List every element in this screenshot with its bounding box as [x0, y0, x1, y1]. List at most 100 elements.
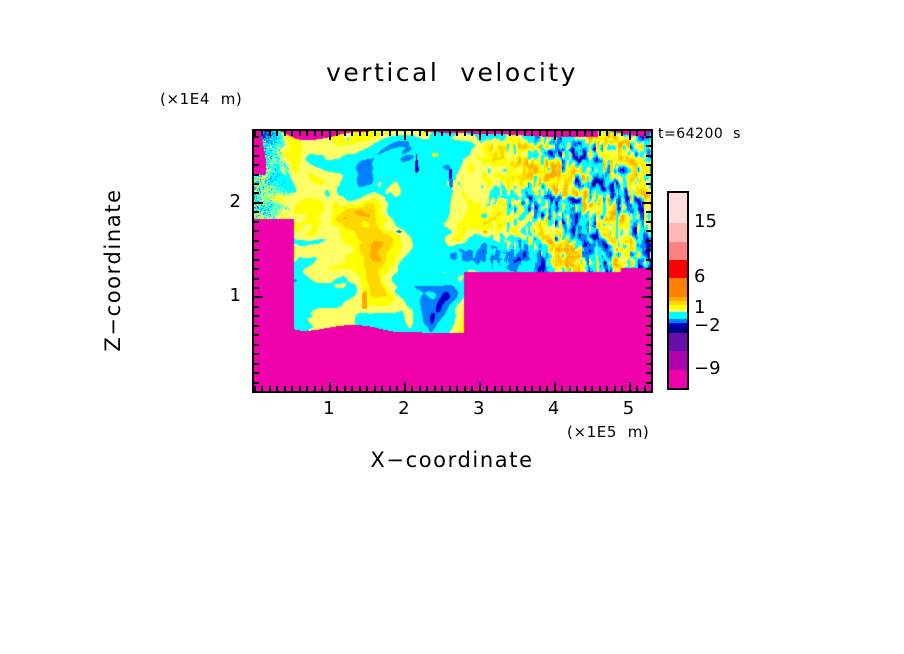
time-annotation: t=64200 s: [658, 126, 741, 142]
axis-tick: [254, 372, 259, 374]
axis-tick: [569, 386, 571, 391]
axis-tick: [554, 131, 556, 140]
axis-tick: [651, 386, 653, 391]
axis-tick: [254, 145, 259, 147]
axis-tick: [539, 131, 541, 136]
colorbar-tick-label: 15: [694, 211, 717, 233]
axis-tick: [471, 131, 473, 136]
axis-tick: [646, 192, 651, 194]
axis-tick: [441, 386, 443, 391]
axis-tick: [254, 287, 259, 289]
axis-tick: [554, 382, 556, 391]
plot-area: [252, 129, 653, 393]
axis-tick: [494, 386, 496, 391]
axis-tick: [299, 131, 301, 136]
axis-tick: [464, 131, 466, 136]
axis-tick: [621, 131, 623, 136]
axis-tick: [254, 391, 259, 393]
axis-tick: [646, 211, 651, 213]
axis-tick: [254, 259, 259, 261]
axis-tick: [636, 386, 638, 391]
axis-tick: [644, 386, 646, 391]
axis-tick: [396, 131, 398, 136]
axis-tick: [584, 386, 586, 391]
axis-tick: [584, 131, 586, 136]
axis-tick: [366, 131, 368, 136]
colorbar-band: [669, 322, 687, 328]
axis-tick: [254, 268, 259, 270]
colorbar-band: [669, 351, 687, 370]
colorbar-band: [669, 369, 687, 388]
axis-tick: [291, 386, 293, 391]
axis-tick: [494, 131, 496, 136]
axis-tick: [646, 230, 651, 232]
colorbar-band: [669, 301, 687, 306]
axis-tick: [614, 386, 616, 391]
axis-tick: [479, 131, 481, 140]
axis-tick: [269, 131, 271, 136]
x-tick-label: 2: [398, 398, 410, 419]
axis-tick: [344, 386, 346, 391]
axis-tick: [642, 296, 651, 298]
colorbar-band: [669, 193, 687, 224]
axis-tick: [569, 131, 571, 136]
axis-tick: [646, 145, 651, 147]
axis-tick: [449, 131, 451, 136]
axis-tick: [284, 131, 286, 136]
colorbar-band: [669, 312, 687, 319]
axis-tick: [411, 131, 413, 136]
axis-tick: [471, 386, 473, 391]
axis-tick: [524, 131, 526, 136]
axis-tick: [621, 386, 623, 391]
axis-tick: [524, 386, 526, 391]
axis-tick: [366, 386, 368, 391]
axis-tick: [516, 131, 518, 136]
page-title: vertical velocity: [326, 58, 578, 87]
axis-tick: [646, 155, 651, 157]
axis-tick: [254, 306, 259, 308]
axis-tick: [374, 386, 376, 391]
axis-tick: [426, 131, 428, 136]
colorbar-band: [669, 333, 687, 352]
colorbar-tick-label: 1: [694, 296, 706, 318]
axis-tick: [501, 131, 503, 136]
axis-tick: [314, 131, 316, 136]
axis-tick: [646, 391, 651, 393]
y-axis-unit-label: (×1E4 m): [160, 90, 243, 108]
axis-tick: [614, 131, 616, 136]
axis-tick: [254, 183, 259, 185]
axis-tick: [419, 131, 421, 136]
y-tick-label: 2: [229, 190, 241, 212]
axis-tick: [441, 131, 443, 136]
axis-tick: [646, 334, 651, 336]
axis-tick: [419, 386, 421, 391]
y-axis-title: Z−coordinate: [101, 188, 125, 352]
axis-tick: [636, 131, 638, 136]
axis-tick: [629, 382, 631, 391]
axis-tick: [599, 131, 601, 136]
axis-tick: [516, 386, 518, 391]
axis-tick: [269, 386, 271, 391]
axis-tick: [381, 386, 383, 391]
axis-tick: [254, 386, 256, 391]
colorbar-tick-label: 6: [694, 266, 706, 288]
axis-tick: [434, 386, 436, 391]
axis-tick: [254, 221, 259, 223]
axis-tick: [389, 386, 391, 391]
axis-tick: [254, 353, 259, 355]
axis-tick: [381, 131, 383, 136]
colorbar-band: [669, 296, 687, 302]
axis-tick: [344, 131, 346, 136]
axis-tick: [284, 386, 286, 391]
axis-tick: [389, 131, 391, 136]
axis-tick: [254, 174, 259, 176]
axis-tick: [254, 382, 259, 384]
axis-tick: [646, 287, 651, 289]
velocity-field-heatmap: [254, 131, 651, 391]
axis-tick: [606, 386, 608, 391]
axis-tick: [449, 386, 451, 391]
axis-tick: [646, 382, 651, 384]
axis-tick: [261, 386, 263, 391]
axis-tick: [299, 386, 301, 391]
axis-tick: [646, 372, 651, 374]
